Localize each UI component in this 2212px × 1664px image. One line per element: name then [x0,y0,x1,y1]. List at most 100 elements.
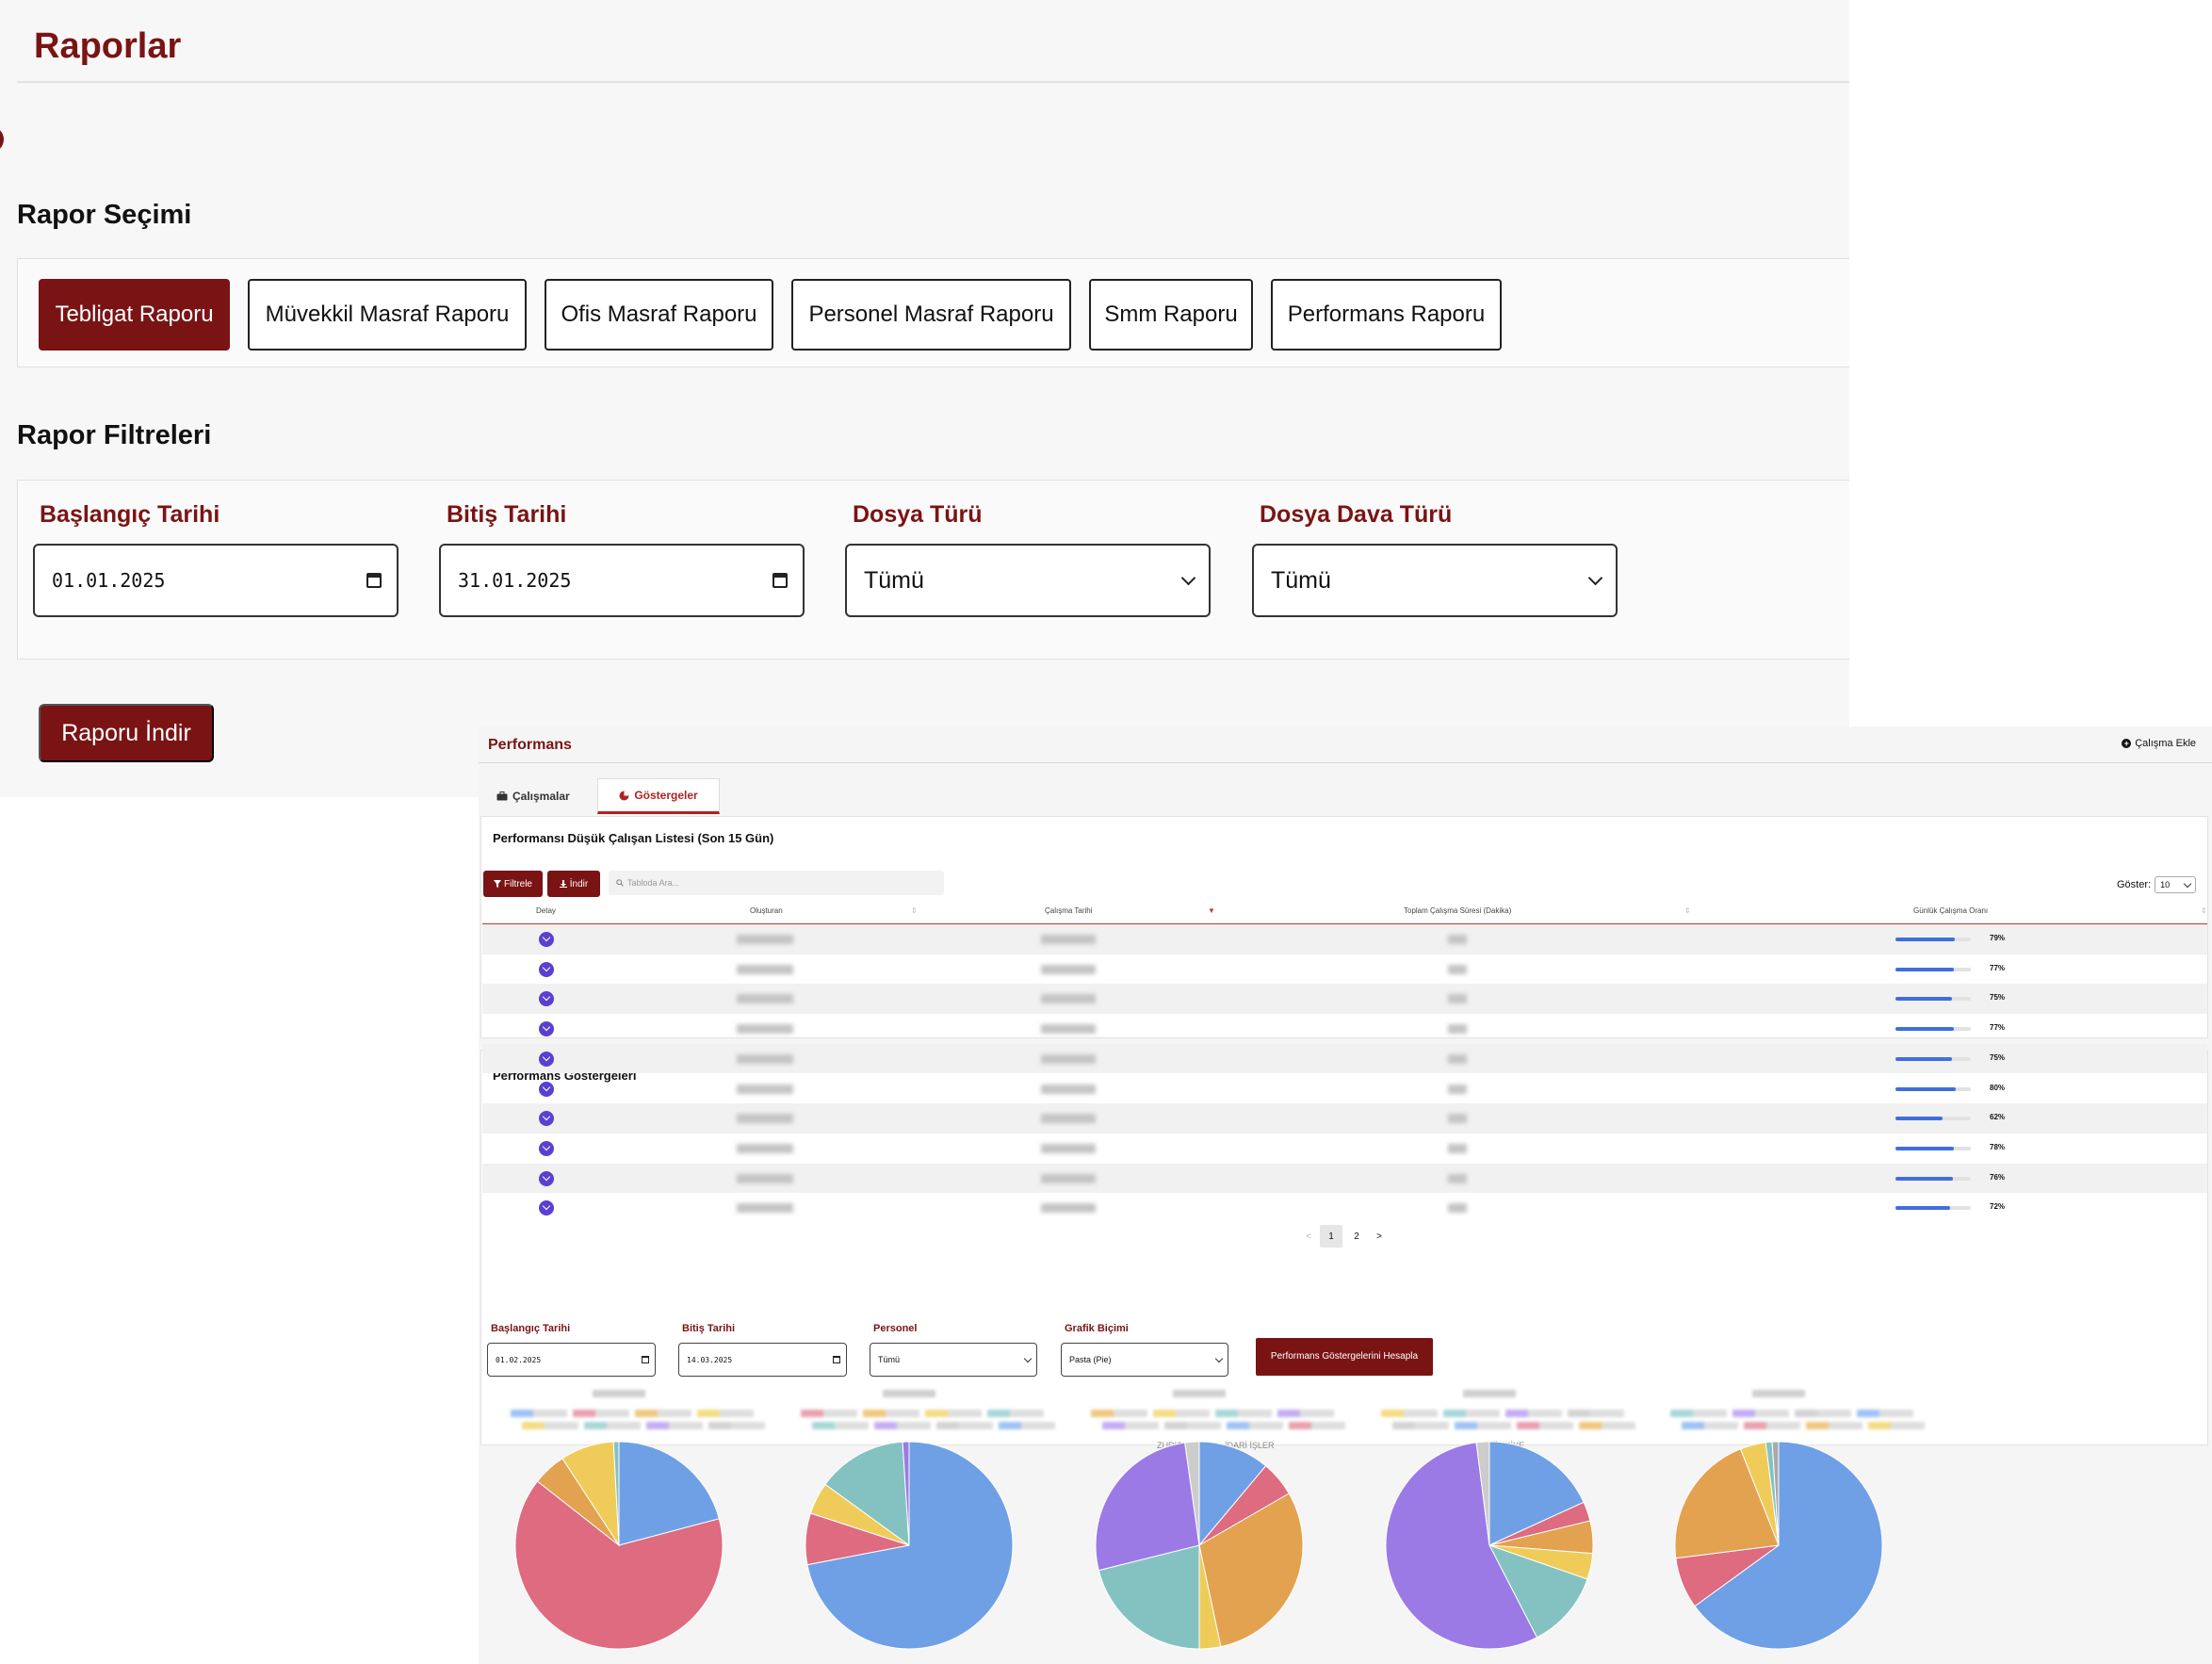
legend-entry-redacted [812,1422,869,1429]
pie-slice[interactable] [1674,1448,1780,1559]
page-size-label: Göster: [2117,879,2152,890]
pagination-page-1[interactable]: 1 [1320,1225,1342,1248]
report-button-muvekkil-masraf[interactable]: Müvekkil Masraf Raporu [248,279,527,351]
report-button-ofis-masraf[interactable]: Ofis Masraf Raporu [545,279,773,351]
daily-rate-value: 77% [1990,963,2006,972]
expand-detail-icon[interactable] [539,1111,554,1127]
daily-rate-fill [1895,1117,1943,1121]
pie-slice[interactable] [612,1441,620,1546]
legend-entry-redacted [1392,1422,1449,1429]
calendar-icon[interactable] [833,1356,840,1363]
pie-slice[interactable] [618,1441,720,1546]
case-type-select[interactable]: Tümü [1252,544,1618,617]
daily-rate-fill [1895,1056,1952,1061]
tab-calismalar-label: Çalışmalar [512,790,570,803]
legend-entry-redacted [1732,1410,1789,1417]
download-report-button[interactable]: Raporu İndir [39,704,214,762]
pie-slice[interactable] [1488,1544,1588,1639]
expand-detail-icon[interactable] [539,1021,554,1037]
chart-title-redacted [1752,1390,1805,1397]
calendar-icon[interactable] [366,573,382,588]
redacted-date [1041,994,1096,1004]
daily-rate-value: 77% [1990,1023,2006,1033]
download-button-label: İndir [569,878,589,889]
redacted-creator [737,1053,793,1064]
start-date-input[interactable]: 01.01.2025 [33,544,398,617]
tab-gostergeler-label: Göstergeler [634,789,698,802]
legend-entry-redacted [1215,1410,1272,1417]
daily-rate-bar [1895,1117,1971,1121]
daily-rate-bar [1895,1176,1971,1181]
pie-slice[interactable] [1385,1442,1538,1650]
expand-detail-icon[interactable] [539,1170,554,1186]
pie-slice[interactable] [1184,1441,1200,1546]
expand-detail-icon[interactable] [539,1140,554,1156]
chart-title-redacted [1463,1390,1516,1397]
add-work-button[interactable]: + Çalışma Ekle [2122,738,2196,749]
pagination-next[interactable]: > [1376,1231,1382,1242]
pie-slice[interactable] [1694,1441,1883,1650]
legend-entry-redacted [1091,1410,1147,1417]
expand-detail-icon[interactable] [539,1081,554,1097]
redacted-duration [1448,1024,1467,1035]
download-button[interactable]: İndir [547,871,600,897]
sort-icon[interactable]: ⇕ [2201,906,2207,915]
calendar-icon[interactable] [773,573,788,588]
page-size-select[interactable]: 10 [2155,876,2197,893]
report-button-smm[interactable]: Smm Raporu [1089,279,1253,351]
filter-button[interactable]: Filtrele [483,871,543,897]
ind-start-date-input[interactable]: 01.02.2025 [487,1343,656,1377]
pie-slice[interactable] [1198,1493,1304,1648]
end-date-input[interactable]: 31.01.2025 [439,544,805,617]
pie-slice[interactable] [902,1441,910,1546]
report-button-tebligat[interactable]: Tebligat Raporu [39,279,230,351]
pie-slice[interactable] [1475,1441,1490,1546]
expand-detail-icon[interactable] [539,1051,554,1067]
filter-icon [493,880,501,888]
file-type-select[interactable]: Tümü [845,544,1211,617]
pie-slice[interactable] [1098,1544,1200,1650]
ind-chart-type-label: Grafik Biçimi [1065,1323,1129,1334]
start-date-label: Başlangıç Tarihi [40,501,220,528]
pie-slice[interactable] [1771,1441,1780,1546]
ind-chart-type-select[interactable]: Pasta (Pie) [1061,1343,1228,1377]
table-search-input[interactable]: Tabloda Ara... [609,871,944,895]
tab-calismalar[interactable]: Çalışmalar [483,778,583,814]
report-button-personel-masraf[interactable]: Personel Masraf Raporu [791,279,1071,351]
tab-gostergeler[interactable]: Göstergeler [597,778,720,814]
daily-rate-value: 76% [1990,1172,2006,1182]
pie-slice[interactable] [1488,1441,1585,1546]
daily-rate-bar [1895,1206,1971,1211]
expand-detail-icon[interactable] [539,1200,554,1216]
pie-slice[interactable] [824,1441,910,1547]
column-header-calisma-tarihi[interactable]: Çalışma Tarihi [1045,906,1093,915]
column-header-detay[interactable]: Detay [536,906,556,915]
pie-slice[interactable] [806,1441,1014,1650]
expand-detail-icon[interactable] [539,961,554,977]
pie-slice[interactable] [1095,1442,1200,1572]
expand-detail-icon[interactable] [539,991,554,1007]
sort-icon[interactable]: ⇕ [911,906,918,915]
expand-detail-icon[interactable] [539,932,554,947]
sort-icon[interactable]: ⇕ [1684,906,1691,915]
calendar-icon[interactable] [642,1356,649,1363]
column-header-gunluk-oran[interactable]: Günlük Çalışma Oranı [1913,906,1989,915]
sort-desc-icon[interactable]: ▼ [1208,906,1215,915]
pagination-page-2[interactable]: 2 [1354,1231,1359,1242]
calculate-indicators-button[interactable]: Performans Göstergelerini Hesapla [1256,1338,1433,1376]
ind-staff-select[interactable]: Tümü [870,1343,1037,1377]
chart-title-redacted [1173,1390,1226,1397]
pie-slice[interactable] [1198,1441,1267,1547]
column-header-olusturan[interactable]: Oluşturan [750,906,783,915]
report-button-performans[interactable]: Performans Raporu [1271,279,1502,351]
table-search-placeholder: Tabloda Ara... [627,878,680,888]
pagination-prev[interactable]: < [1306,1231,1311,1242]
column-header-toplam-sure[interactable]: Toplam Çalışma Süresi (Dakika) [1404,906,1512,915]
ind-end-date-input[interactable]: 14.03.2025 [678,1343,847,1377]
pie-slice[interactable] [514,1480,724,1650]
legend-entry-redacted [708,1422,765,1429]
legend-entry-redacted [1579,1422,1635,1429]
legend-entry-redacted [1795,1410,1851,1417]
add-work-label: Çalışma Ekle [2135,738,2196,749]
redacted-duration [1448,1114,1467,1124]
